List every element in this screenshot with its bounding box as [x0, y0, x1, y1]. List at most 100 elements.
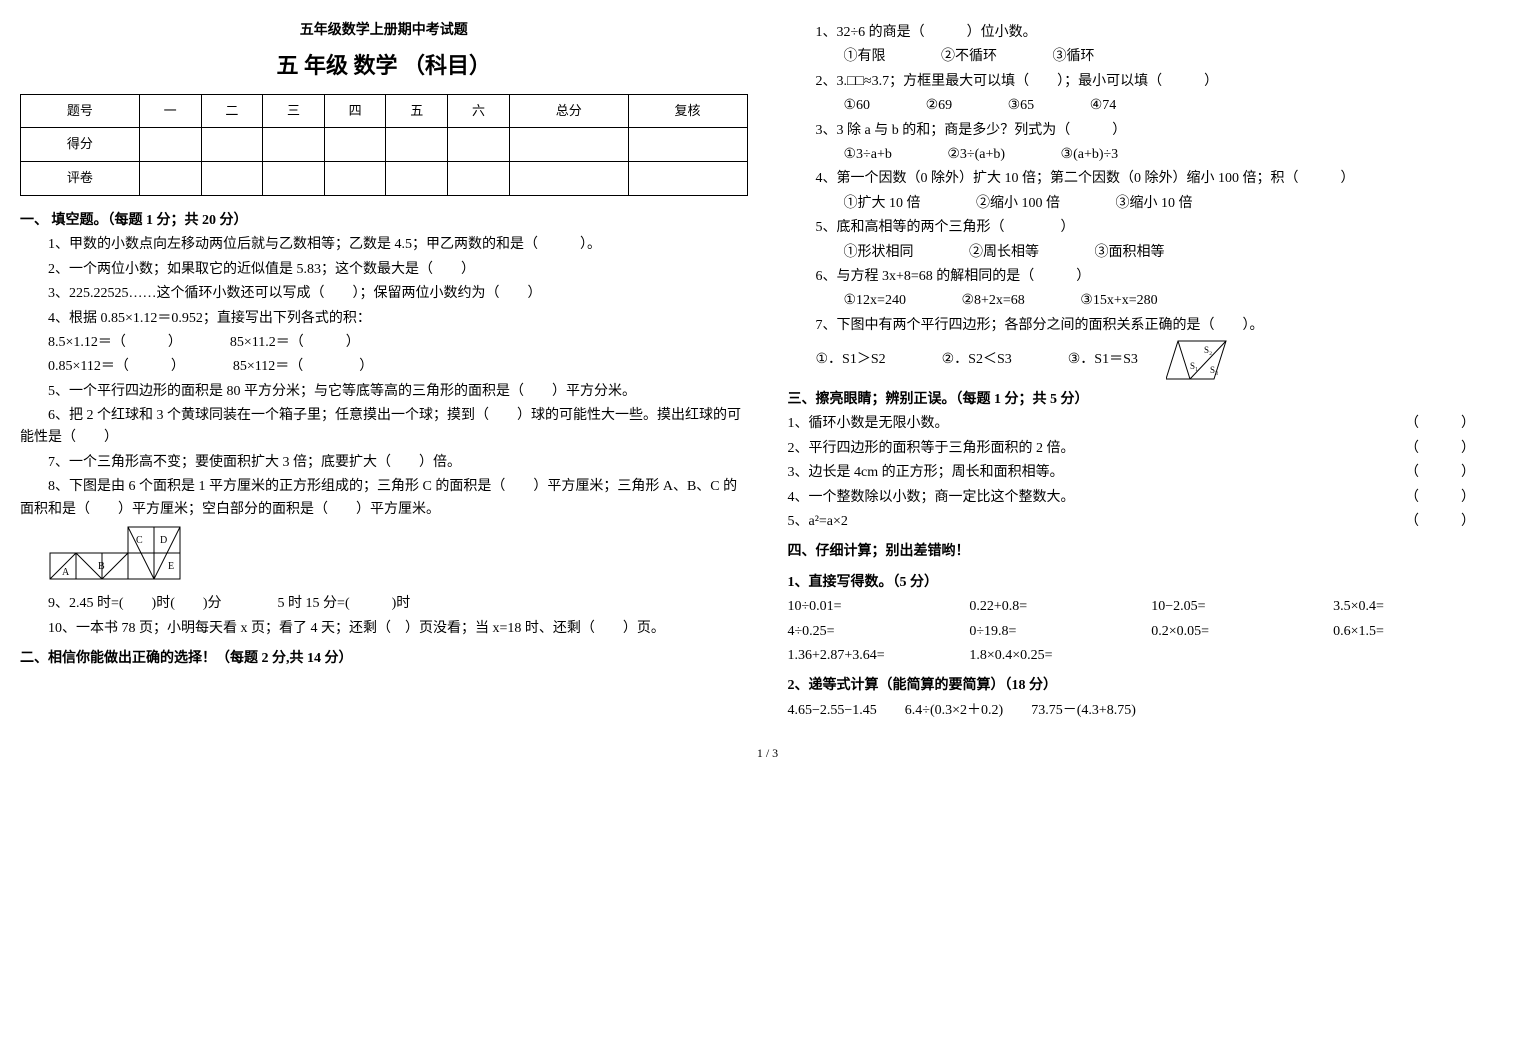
squares-figure-svg: A B C D E	[48, 525, 228, 581]
c4: 4、第一个因数（0 除外）扩大 10 倍；第二个因数（0 除外）缩小 100 倍…	[788, 168, 1516, 190]
q5: 5、一个平行四边形的面积是 80 平方分米；与它等底等高的三角形的面积是（ ）平…	[20, 381, 748, 403]
j4-paren: （ ）	[1405, 487, 1515, 509]
label-s3: S₃	[1210, 365, 1218, 375]
d3: 10−2.05=	[1151, 596, 1333, 618]
j4-text: 4、一个整数除以小数；商一定比这个整数大。	[788, 487, 1406, 509]
label-b: B	[98, 561, 105, 572]
score-table: 题号 一 二 三 四 五 六 总分 复核 得分 评卷	[20, 94, 748, 196]
c4o1: ①扩大 10 倍	[816, 193, 921, 215]
d8: 0.6×1.5=	[1333, 621, 1515, 643]
section-4-2-head: 2、递等式计算（能简算的要简算）（18 分）	[788, 675, 1516, 697]
q4a: 8.5×1.12＝（ ）	[48, 332, 182, 354]
q1: 1、甲数的小数点向左移动两位后就与乙数相等；乙数是 4.5；甲乙两数的和是（ ）…	[20, 234, 748, 256]
d6: 0÷19.8=	[969, 621, 1151, 643]
d9: 1.36+2.87+3.64=	[788, 645, 970, 667]
c6o2: ②8+2x=68	[933, 290, 1024, 312]
c2o2: ②69	[898, 95, 953, 117]
e2: 6.4÷(0.3×2＋0.2)	[905, 700, 1003, 722]
calc-row-3: 1.36+2.87+3.64= 1.8×0.4×0.25=	[788, 645, 1516, 667]
e1: 4.65−2.55−1.45	[788, 700, 877, 722]
q8-figure: A B C D E	[48, 525, 748, 589]
main-title: 五年级数学上册期中考试题	[20, 20, 748, 42]
page-number: 1 / 3	[20, 744, 1515, 763]
th: 一	[139, 94, 201, 128]
c4o2: ②缩小 100 倍	[948, 193, 1060, 215]
c6o1: ①12x=240	[816, 290, 906, 312]
c5: 5、底和高相等的两个三角形（ ）	[788, 217, 1516, 239]
eq-row: 4.65−2.55−1.45 6.4÷(0.3×2＋0.2) 73.75－(4.…	[788, 700, 1516, 722]
calc-row-2: 4÷0.25= 0÷19.8= 0.2×0.05= 0.6×1.5=	[788, 621, 1516, 643]
th: 二	[201, 94, 263, 128]
q4d: 85×112＝（ ）	[233, 356, 373, 378]
c3o2: ②3÷(a+b)	[919, 144, 1005, 166]
j2-text: 2、平行四边形的面积等于三角形面积的 2 倍。	[788, 438, 1406, 460]
table-row: 评卷	[21, 162, 748, 196]
c7o3: ③．S1＝S3	[1040, 349, 1138, 371]
d10: 1.8×0.4×0.25=	[969, 645, 1151, 667]
th: 总分	[509, 94, 628, 128]
d7: 0.2×0.05=	[1151, 621, 1333, 643]
c6: 6、与方程 3x+8=68 的解相同的是（ ）	[788, 266, 1516, 288]
c6o3: ③15x+x=280	[1052, 290, 1157, 312]
c5o3: ③面积相等	[1067, 242, 1165, 264]
j2: 2、平行四边形的面积等于三角形面积的 2 倍。 （ ）	[788, 438, 1516, 460]
j5-text: 5、a²=a×2	[788, 511, 1406, 533]
section-3-head: 三、擦亮眼睛；辨别正误。（每题 1 分；共 5 分）	[788, 389, 1516, 411]
q2: 2、一个两位小数；如果取它的近似值是 5.83；这个数最大是（ ）	[20, 259, 748, 281]
c5o1: ①形状相同	[816, 242, 914, 264]
row-label: 得分	[21, 128, 140, 162]
q8: 8、下图是由 6 个面积是 1 平方厘米的正方形组成的；三角形 C 的面积是（ …	[20, 476, 748, 521]
j1: 1、循环小数是无限小数。 （ ）	[788, 413, 1516, 435]
table-row: 题号 一 二 三 四 五 六 总分 复核	[21, 94, 748, 128]
parallelogram-figure: S₁ S₂ S₃	[1166, 339, 1228, 381]
c4o3: ③缩小 10 倍	[1088, 193, 1193, 215]
section-4-1-head: 1、直接写得数。（5 分）	[788, 572, 1516, 594]
row-label: 评卷	[21, 162, 140, 196]
j5-paren: （ ）	[1405, 511, 1515, 533]
c3o1: ①3÷a+b	[816, 144, 892, 166]
j1-paren: （ ）	[1405, 413, 1515, 435]
q4-row1: 8.5×1.12＝（ ） 85×11.2＝（ ）	[20, 332, 748, 354]
q4c: 0.85×112＝（ ）	[48, 356, 185, 378]
j4: 4、一个整数除以小数；商一定比这个整数大。 （ ）	[788, 487, 1516, 509]
d4: 3.5×0.4=	[1333, 596, 1515, 618]
q10: 10、一本书 78 页；小明每天看 x 页；看了 4 天；还剩（ ）页没看；当 …	[20, 618, 748, 640]
label-c: C	[136, 535, 143, 546]
j3-text: 3、边长是 4cm 的正方形；周长和面积相等。	[788, 462, 1406, 484]
calc-row-1: 10÷0.01= 0.22+0.8= 10−2.05= 3.5×0.4=	[788, 596, 1516, 618]
c7o2: ②．S2＜S3	[914, 349, 1012, 371]
c1o2: ②不循环	[913, 46, 997, 68]
j5: 5、a²=a×2 （ ）	[788, 511, 1516, 533]
c2: 2、3.□□≈3.7；方框里最大可以填（ ）；最小可以填（ ）	[788, 71, 1516, 93]
q9: 9、2.45 时=( )时( )分 5 时 15 分=( )时	[20, 593, 748, 615]
c1: 1、32÷6 的商是（ ）位小数。	[788, 22, 1516, 44]
j3: 3、边长是 4cm 的正方形；周长和面积相等。 （ ）	[788, 462, 1516, 484]
table-row: 得分	[21, 128, 748, 162]
label-e: E	[168, 561, 174, 572]
label-s2: S₂	[1204, 345, 1212, 355]
e3: 73.75－(4.3+8.75)	[1031, 700, 1136, 722]
page: 五年级数学上册期中考试题 五 年级 数学 （科目） 题号 一 二 三 四 五 六…	[20, 20, 1515, 724]
q7: 7、一个三角形高不变；要使面积扩大 3 倍；底要扩大（ ）倍。	[20, 452, 748, 474]
j3-paren: （ ）	[1405, 462, 1515, 484]
th: 六	[448, 94, 510, 128]
section-2-head: 二、相信你能做出正确的选择！（每题 2 分,共 14 分）	[20, 648, 748, 670]
th: 五	[386, 94, 448, 128]
th: 复核	[628, 94, 747, 128]
label-s1: S₁	[1190, 361, 1198, 371]
j1-text: 1、循环小数是无限小数。	[788, 413, 1406, 435]
c7o1: ①．S1＞S2	[788, 349, 886, 371]
section-1-head: 一、 填空题。（每题 1 分；共 20 分）	[20, 210, 748, 232]
q6: 6、把 2 个红球和 3 个黄球同装在一个箱子里；任意摸出一个球；摸到（ ）球的…	[20, 405, 748, 450]
th: 四	[324, 94, 386, 128]
d5: 4÷0.25=	[788, 621, 970, 643]
label-d: D	[160, 535, 167, 546]
c2o1: ①60	[816, 95, 871, 117]
c5-opts: ①形状相同 ②周长相等 ③面积相等	[788, 242, 1516, 264]
c3: 3、3 除 a 与 b 的和；商是多少？列式为（ ）	[788, 120, 1516, 142]
left-column: 五年级数学上册期中考试题 五 年级 数学 （科目） 题号 一 二 三 四 五 六…	[20, 20, 748, 724]
j2-paren: （ ）	[1405, 438, 1515, 460]
c6-opts: ①12x=240 ②8+2x=68 ③15x+x=280	[788, 290, 1516, 312]
q4b: 85×11.2＝（ ）	[230, 332, 360, 354]
c7: 7、下图中有两个平行四边形；各部分之间的面积关系正确的是（ ）。	[788, 315, 1516, 337]
